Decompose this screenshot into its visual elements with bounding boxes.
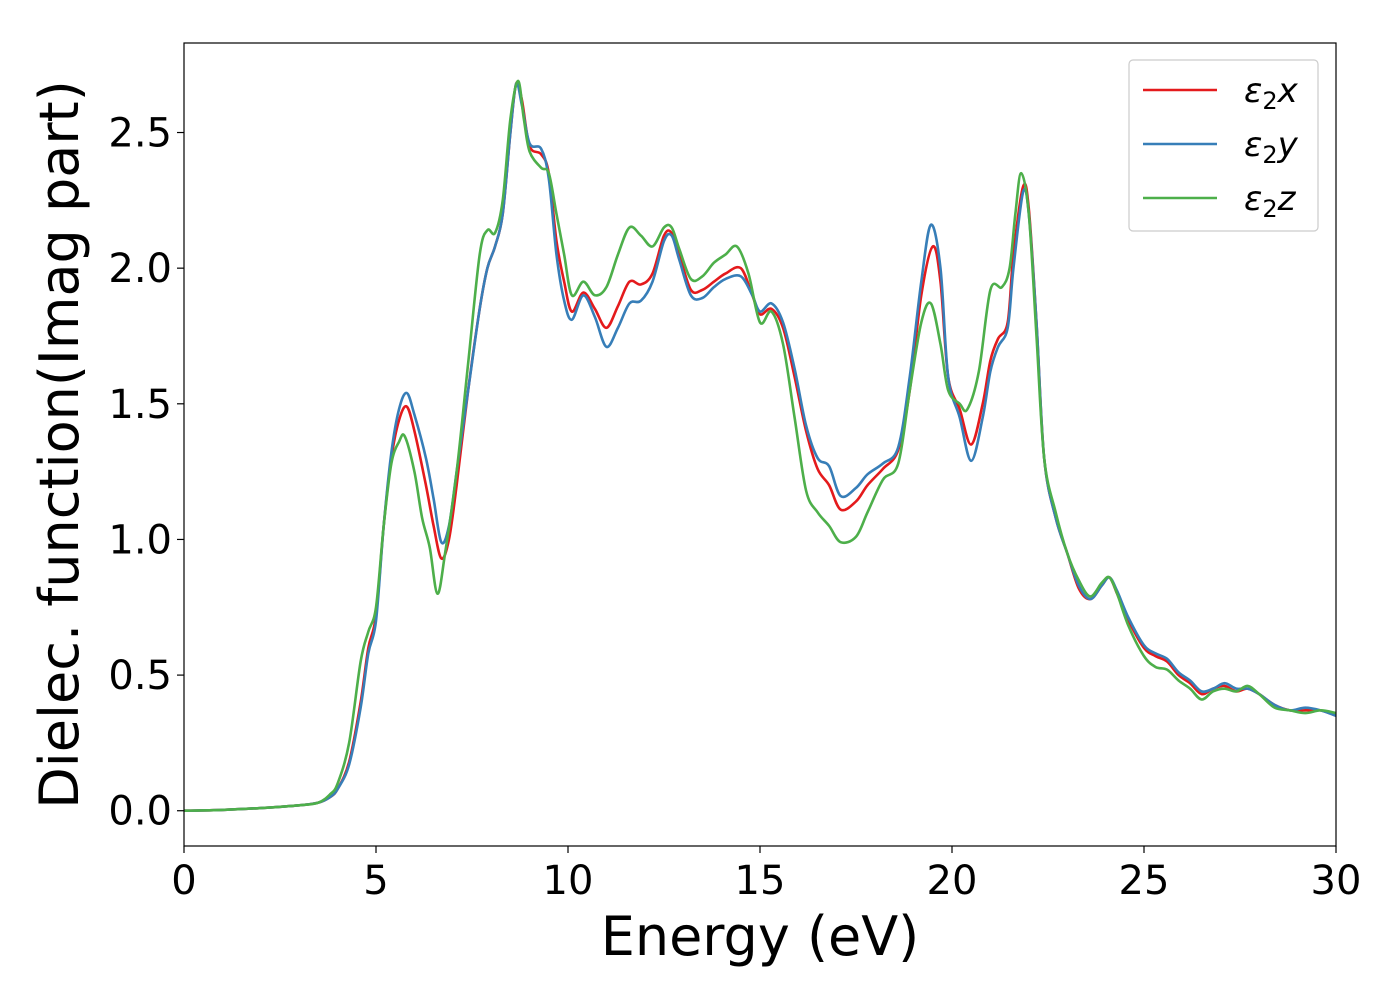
plot-lines (184, 79, 1336, 813)
x-tick-label: 10 (543, 858, 594, 904)
y-tick-label: 2.0 (108, 246, 172, 292)
legend-label-y: ε2y (1244, 125, 1299, 169)
y-axis-title: Dielec. function(Imag part) (28, 80, 91, 809)
series-line-z (184, 79, 1336, 813)
y-tick-label: 1.5 (108, 382, 172, 428)
x-axis-title: Energy (eV) (601, 905, 920, 968)
x-tick-label: 5 (363, 858, 388, 904)
legend: ε2x ε2y ε2z (1128, 59, 1319, 232)
x-tick-label: 0 (171, 858, 196, 904)
legend-box (1128, 59, 1319, 232)
y-tick-label: 0.0 (108, 789, 172, 835)
x-tick-label: 25 (1119, 858, 1170, 904)
x-tick-label: 20 (927, 858, 978, 904)
y-tick-label: 0.5 (108, 653, 172, 699)
x-axis-ticks: 0 5 10 15 20 25 30 (171, 846, 1361, 904)
y-axis-ticks: 0.0 0.5 1.0 1.5 2.0 2.5 (108, 111, 184, 835)
x-tick-label: 15 (735, 858, 786, 904)
legend-label-z: ε2z (1244, 179, 1297, 223)
x-tick-label: 30 (1311, 858, 1362, 904)
legend-label-x: ε2x (1244, 71, 1299, 115)
y-tick-label: 1.0 (108, 517, 172, 563)
y-tick-label: 2.5 (108, 111, 172, 157)
